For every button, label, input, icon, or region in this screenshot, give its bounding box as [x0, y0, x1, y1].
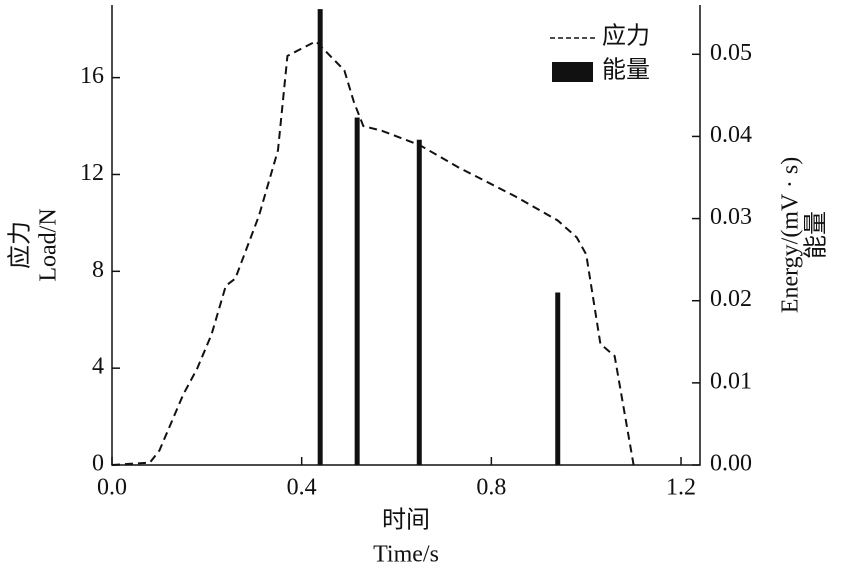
x-tick-label: 1.2: [666, 475, 696, 501]
legend-label: 能量: [602, 57, 650, 84]
x-tick-label: 0.0: [97, 475, 127, 501]
stress-line: [111, 40, 635, 466]
y-tick-label: 8: [92, 257, 104, 283]
energy-bar: [317, 9, 323, 465]
axes-frame: [111, 5, 701, 466]
energy-bar: [416, 139, 422, 465]
y-tick-label: 0: [92, 451, 104, 477]
legend-swatch: [552, 62, 593, 82]
energy-bar: [555, 292, 561, 465]
y2-tick-label: 0.03: [710, 204, 752, 230]
y2-tick-label: 0.01: [710, 368, 752, 394]
x-tick-label: 0.4: [287, 475, 317, 501]
y-tick-label: 12: [80, 160, 104, 186]
energy-bar: [354, 117, 360, 466]
y2-axis-title: Energy/(mV · s): [778, 157, 804, 313]
x-axis-title: Time/s: [373, 542, 439, 568]
y2-tick-label: 0.00: [710, 451, 752, 477]
y-axis-title: Load/N: [36, 208, 62, 281]
legend-label: 应力: [602, 23, 650, 50]
y2-axis-title: 能量: [803, 211, 830, 259]
y2-tick-label: 0.05: [710, 40, 752, 66]
y2-tick-label: 0.04: [710, 122, 752, 148]
y-tick-label: 16: [80, 63, 104, 89]
y-axis-title: 应力: [7, 221, 34, 269]
y-tick-label: 4: [92, 354, 104, 380]
y2-tick-label: 0.02: [710, 286, 752, 312]
x-axis-title: 时间: [382, 507, 430, 534]
x-tick-label: 0.8: [476, 475, 506, 501]
